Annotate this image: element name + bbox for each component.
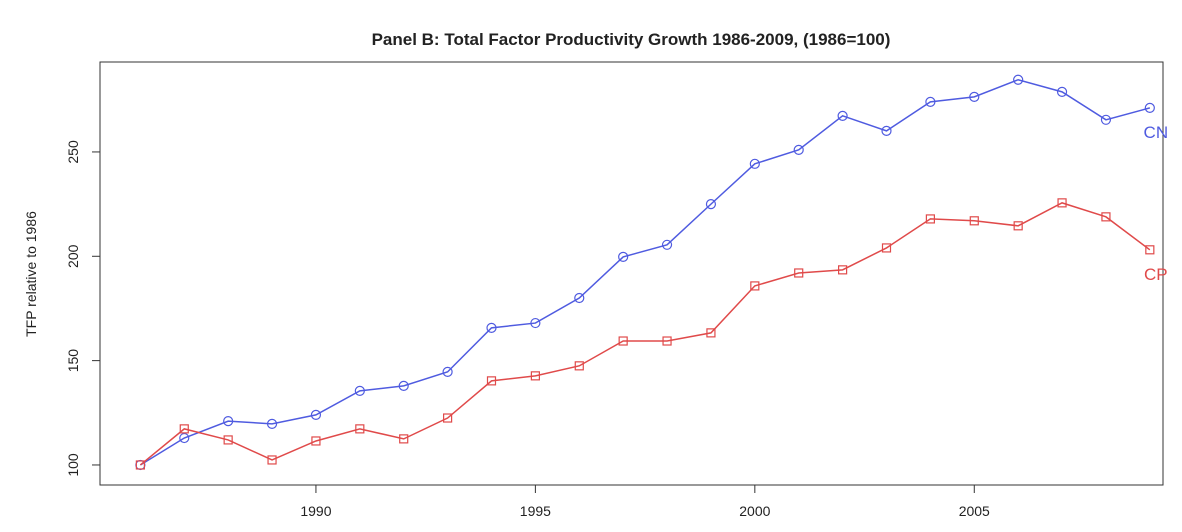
point-marker (266, 418, 278, 429)
point-marker (399, 434, 409, 444)
x-tick-label: 1995 (520, 503, 551, 519)
plot-frame (99, 61, 1164, 486)
point-marker (969, 91, 980, 102)
point-marker (925, 96, 936, 107)
point-marker (618, 251, 629, 263)
point-marker (1057, 198, 1067, 208)
y-tick-label: 250 (65, 140, 81, 164)
x-tick-label: 1990 (300, 503, 331, 519)
point-marker (838, 265, 848, 275)
point-marker (1100, 114, 1112, 125)
y-axis-label: TFP relative to 1986 (23, 211, 39, 337)
series-label: CP (1144, 265, 1168, 284)
point-marker (574, 361, 584, 371)
y-tick-label: 200 (65, 244, 81, 268)
point-marker (661, 239, 673, 250)
point-marker (881, 125, 892, 136)
point-marker (750, 281, 760, 291)
point-marker (267, 455, 277, 465)
point-marker (486, 376, 497, 386)
y-tick-label: 150 (65, 349, 81, 373)
x-tick-label: 2005 (959, 503, 990, 519)
point-marker (223, 435, 233, 445)
point-marker (354, 385, 365, 396)
point-marker (706, 328, 716, 338)
point-marker (1101, 212, 1111, 222)
point-marker (486, 322, 497, 333)
point-marker (1056, 86, 1068, 97)
point-marker (311, 436, 321, 446)
point-marker (355, 424, 365, 434)
point-marker (749, 158, 760, 169)
chart-title: Panel B: Total Factor Productivity Growt… (372, 30, 891, 49)
series-line (139, 78, 1151, 466)
point-marker (1013, 221, 1023, 231)
point-marker (837, 110, 848, 121)
y-tick-label: 100 (65, 453, 81, 477)
point-marker (925, 214, 935, 224)
point-marker (618, 336, 628, 346)
point-marker (443, 413, 453, 423)
point-marker (1145, 245, 1155, 255)
point-marker (530, 371, 540, 381)
point-marker (662, 336, 672, 346)
point-marker (442, 366, 453, 377)
point-marker (179, 432, 190, 444)
point-marker (223, 416, 234, 427)
point-marker (969, 216, 979, 226)
point-marker (881, 243, 892, 253)
point-marker (1144, 102, 1155, 114)
series-label: CN (1144, 123, 1169, 142)
point-marker (398, 380, 409, 391)
point-marker (1013, 74, 1024, 85)
x-tick-label: 2000 (739, 503, 770, 519)
point-marker (574, 292, 585, 304)
point-marker (794, 268, 804, 278)
point-marker (310, 409, 322, 420)
point-marker (135, 460, 145, 470)
point-marker (705, 199, 717, 210)
point-marker (793, 144, 804, 155)
point-marker (530, 317, 541, 329)
series-line (139, 202, 1151, 466)
point-marker (179, 424, 189, 434)
